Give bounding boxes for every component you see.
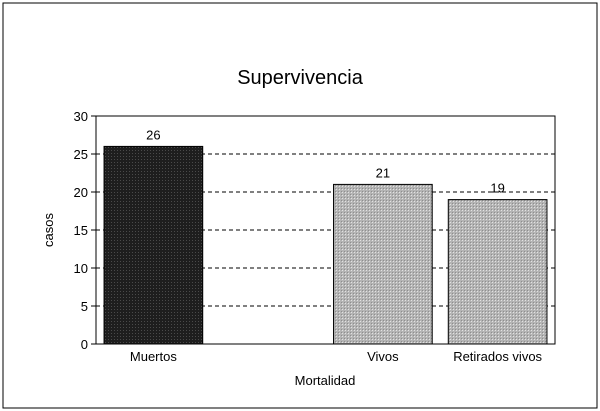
chart-title: Supervivencia [237, 67, 364, 89]
x-tick-label: Vivos [367, 349, 399, 364]
y-tick-label: 30 [74, 109, 88, 124]
y-tick-label: 0 [81, 337, 88, 352]
y-tick-label: 20 [74, 185, 88, 200]
bars [103, 145, 548, 345]
y-tick-label: 15 [74, 223, 88, 238]
data-label: 26 [146, 127, 160, 142]
y-tick-label: 10 [74, 261, 88, 276]
y-axis: 0 5 10 15 20 25 30 [74, 109, 96, 352]
data-label: 19 [490, 181, 504, 196]
x-axis-label: Mortalidad [295, 373, 356, 388]
bar [333, 183, 433, 345]
x-tick-label: Retirados vivos [453, 349, 542, 364]
bar [447, 199, 548, 345]
y-tick-label: 5 [81, 299, 88, 314]
y-tick-label: 25 [74, 147, 88, 162]
x-tick-label: Muertos [130, 349, 177, 364]
data-label: 21 [376, 165, 390, 180]
data-labels: 26 21 19 [146, 127, 505, 195]
bar [103, 145, 204, 345]
y-axis-label: casos [41, 213, 56, 247]
x-axis: Muertos Vivos Retirados vivos [130, 349, 543, 364]
